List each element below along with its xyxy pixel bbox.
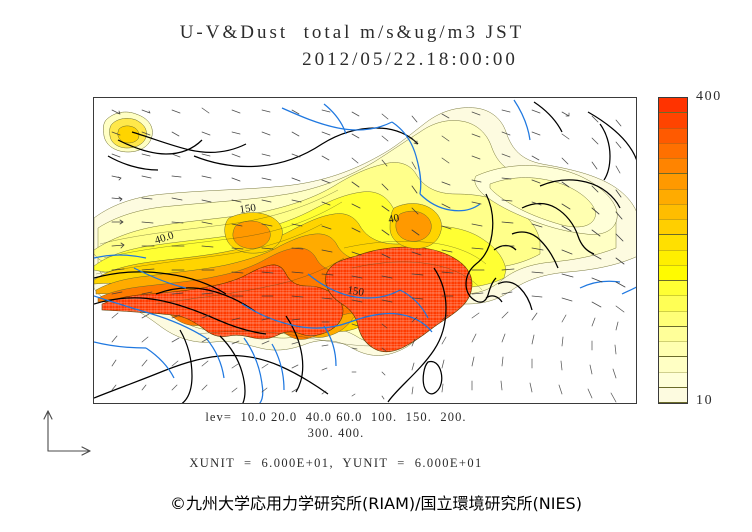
dust-plume-japan-sea-inner: [489, 177, 596, 228]
chart-title: U-V&Dust total m/s&ug/m3 JST: [179, 22, 525, 43]
colorbar-band-14: [659, 311, 687, 327]
colorbar-band-12: [659, 281, 687, 297]
colorbar-band-9: [659, 235, 687, 251]
colorbar-band-5: [659, 174, 687, 190]
colorbar-band-3: [659, 143, 687, 159]
copyright-credit: ©九州大学応用力学研究所(RIAM)/国立環境研究所(NIES): [170, 494, 582, 513]
colorbar-min-label: 10: [696, 393, 714, 408]
map-svg: 40.0 40 150 150: [94, 98, 636, 403]
dust-contour-patch-nw-core: [117, 125, 140, 144]
colorbar-band-15: [659, 326, 687, 342]
coastline-layer: [94, 101, 636, 403]
contour-label-40-west: 40.0: [153, 229, 175, 247]
chart-datetime: 2012/05/22.18:00:00: [302, 49, 518, 70]
colorbar-band-8: [659, 220, 687, 236]
dust-lobe-mid-2-core: [395, 210, 432, 242]
colorbar-band-7: [659, 204, 687, 220]
colorbar-band-11: [659, 265, 687, 281]
vector-scale-icon: [43, 410, 91, 456]
map-canvas: 40.0 40 150 150: [94, 98, 636, 403]
contour-label-group: 40.0 40 150 150: [153, 202, 401, 299]
level-list-line2: 300. 400.: [307, 426, 365, 440]
colorbar-band-10: [659, 250, 687, 266]
unit-line: XUNIT = 6.000E+01, YUNIT = 6.000E+01: [189, 456, 483, 470]
colorbar-band-1: [659, 113, 687, 129]
contour-label-40-east: 40: [387, 212, 401, 226]
colorbar-band-17: [659, 357, 687, 373]
colorbar-band-6: [659, 189, 687, 205]
colorbar-band-16: [659, 342, 687, 358]
level-list-line1: lev= 10.0 20.0 40.0 60.0 100. 150. 200.: [205, 410, 467, 424]
dust-lobe-mid-1-core: [232, 220, 271, 249]
colorbar-band-2: [659, 128, 687, 144]
colorbar-band-19: [659, 387, 687, 403]
colorbar-band-0: [659, 98, 687, 114]
contour-label-150-north: 150: [239, 202, 258, 216]
dust-core-west: [101, 264, 344, 340]
colorbar-band-18: [659, 372, 687, 388]
wind-vector-field: [111, 107, 626, 403]
vector-scale-key: [38, 405, 96, 457]
chart-title-block: U-V&Dust total m/s&ug/m3 JST 2012/05/22.…: [0, 22, 752, 71]
river-layer: [94, 99, 636, 403]
colorbar-band-4: [659, 159, 687, 175]
map-plot-area[interactable]: 40.0 40 150 150: [93, 97, 637, 404]
colorbar-max-label: 400: [696, 89, 722, 104]
colorbar-band-13: [659, 296, 687, 312]
contour-label-150-south: 150: [346, 284, 365, 299]
colorbar-container: 400 10: [658, 89, 720, 408]
colorbar[interactable]: [658, 97, 688, 404]
dust-core-east: [325, 246, 473, 353]
